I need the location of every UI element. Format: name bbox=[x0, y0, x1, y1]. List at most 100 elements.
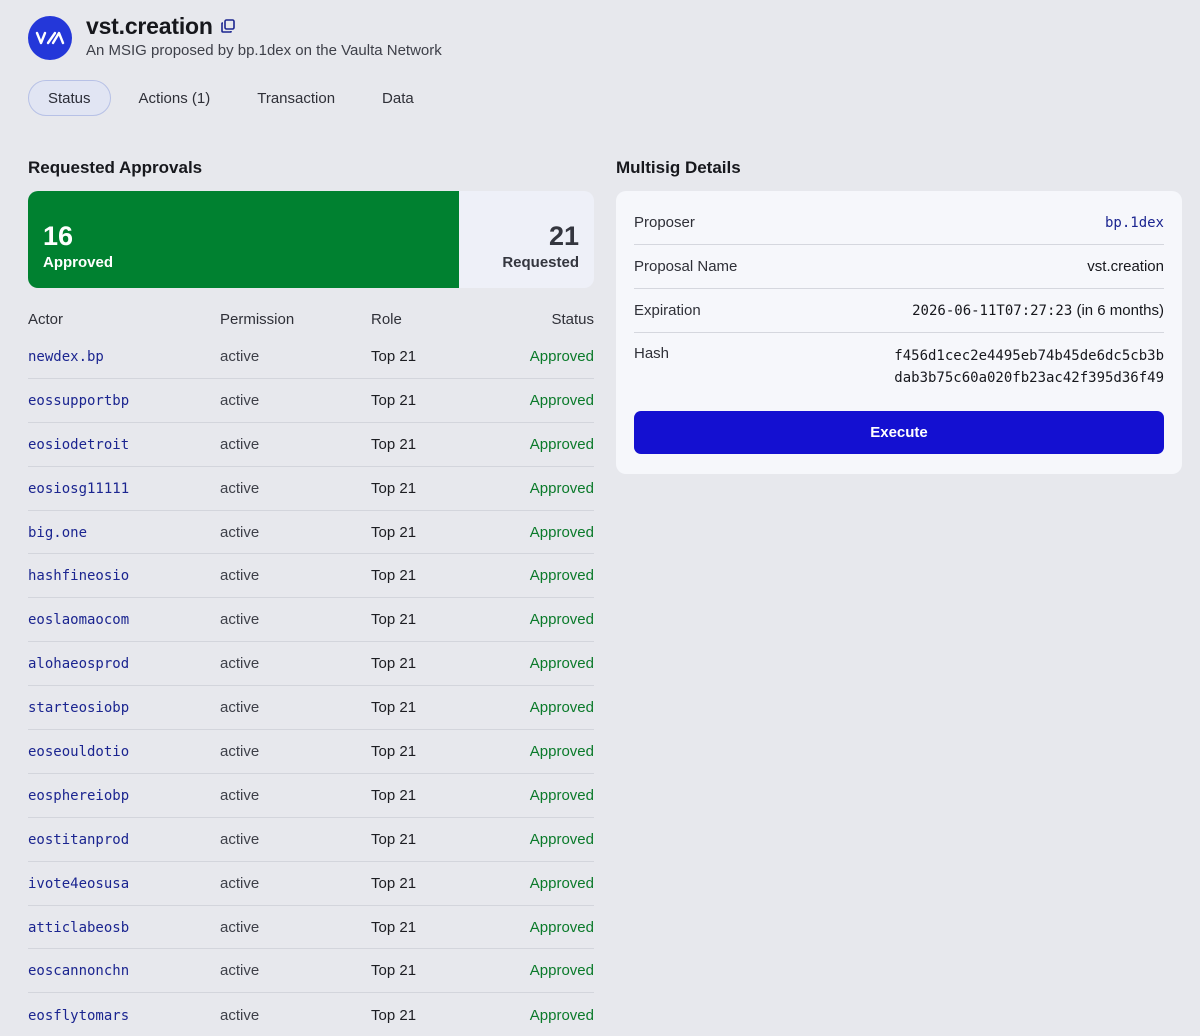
permission-cell-wrapper: active bbox=[220, 875, 371, 892]
proposer-link[interactable]: bp.1dex bbox=[1104, 214, 1164, 231]
role-cell-wrapper: Top 21 bbox=[371, 480, 471, 497]
permission-cell: active bbox=[220, 786, 260, 804]
column-header-role: Role bbox=[371, 310, 402, 328]
detail-row-proposal-name: Proposal Name vst.creation bbox=[634, 245, 1164, 289]
hash-value: f456d1cec2e4495eb74b45de6dc5cb3b dab3b75… bbox=[894, 345, 1164, 389]
actor-link[interactable]: eoslaomaocom bbox=[28, 612, 130, 629]
expiration-label: Expiration bbox=[634, 302, 701, 319]
status-cell: Approved bbox=[529, 962, 594, 980]
table-row: eoseouldotio active Top 21 Approved bbox=[28, 730, 594, 774]
requested-count: 21 bbox=[548, 221, 579, 251]
role-cell-wrapper: Top 21 bbox=[371, 699, 471, 716]
status-cell: Approved bbox=[529, 742, 594, 760]
actor-link[interactable]: ivote4eosusa bbox=[28, 875, 130, 892]
status-cell: Approved bbox=[529, 523, 594, 541]
role-cell-wrapper: Top 21 bbox=[371, 436, 471, 453]
actor-link[interactable]: eoseouldotio bbox=[28, 743, 130, 760]
role-cell: Top 21 bbox=[371, 962, 417, 980]
table-row: eosiodetroit active Top 21 Approved bbox=[28, 423, 594, 467]
role-cell: Top 21 bbox=[371, 611, 417, 629]
role-cell-wrapper: Top 21 bbox=[371, 875, 471, 892]
table-row: eosflytomars active Top 21 Approved bbox=[28, 993, 594, 1036]
actor-link[interactable]: atticlabeosb bbox=[28, 919, 130, 936]
permission-cell: active bbox=[220, 962, 260, 980]
role-cell-wrapper: Top 21 bbox=[371, 743, 471, 760]
permission-cell: active bbox=[220, 655, 260, 673]
actor-link[interactable]: starteosiobp bbox=[28, 700, 130, 717]
column-header-permission: Permission bbox=[220, 310, 295, 328]
actor-link[interactable]: eostitanprod bbox=[28, 831, 130, 848]
status-cell: Approved bbox=[529, 435, 594, 453]
expiration-relative: (in 6 months) bbox=[1076, 302, 1164, 319]
status-cell-wrapper: Approved bbox=[471, 1007, 594, 1024]
actor-link[interactable]: alohaeosprod bbox=[28, 656, 130, 673]
role-cell: Top 21 bbox=[371, 830, 417, 848]
role-cell-wrapper: Top 21 bbox=[371, 567, 471, 584]
actor-link-wrapper: ivote4eosusa bbox=[28, 875, 220, 892]
table-row: hashfineosio active Top 21 Approved bbox=[28, 554, 594, 599]
status-cell: Approved bbox=[529, 786, 594, 804]
actor-link[interactable]: hashfineosio bbox=[28, 568, 130, 585]
tab-actions[interactable]: Actions (1) bbox=[138, 89, 211, 107]
permission-cell: active bbox=[220, 699, 260, 717]
status-cell: Approved bbox=[529, 918, 594, 936]
table-row: ivote4eosusa active Top 21 Approved bbox=[28, 862, 594, 906]
actor-link-wrapper: newdex.bp bbox=[28, 348, 220, 365]
actor-link-wrapper: eoslaomaocom bbox=[28, 611, 220, 628]
title-block: vst.creation An MSIG proposed by bp.1dex… bbox=[86, 13, 442, 60]
tab-transaction[interactable]: Transaction bbox=[257, 89, 336, 107]
permission-cell-wrapper: active bbox=[220, 611, 371, 628]
status-cell-wrapper: Approved bbox=[471, 787, 594, 804]
role-cell: Top 21 bbox=[371, 523, 417, 541]
permission-cell: active bbox=[220, 742, 260, 760]
actor-link[interactable]: eosphereiobp bbox=[28, 787, 130, 804]
copy-icon[interactable] bbox=[220, 18, 237, 34]
permission-cell-wrapper: active bbox=[220, 919, 371, 936]
permission-cell: active bbox=[220, 523, 260, 541]
actor-link[interactable]: eoscannonchn bbox=[28, 963, 130, 980]
hash-line-2: dab3b75c60a020fb23ac42f395d36f49 bbox=[894, 370, 1164, 386]
role-cell-wrapper: Top 21 bbox=[371, 787, 471, 804]
table-row: eossupportbp active Top 21 Approved bbox=[28, 379, 594, 423]
status-cell-wrapper: Approved bbox=[471, 567, 594, 584]
actor-link[interactable]: eosflytomars bbox=[28, 1007, 130, 1024]
actor-link[interactable]: big.one bbox=[28, 524, 88, 541]
table-row: eosiosg11111 active Top 21 Approved bbox=[28, 467, 594, 511]
table-row: newdex.bp active Top 21 Approved bbox=[28, 335, 594, 379]
role-cell-wrapper: Top 21 bbox=[371, 1007, 471, 1024]
status-cell: Approved bbox=[529, 479, 594, 497]
actor-link[interactable]: eosiosg11111 bbox=[28, 480, 130, 497]
permission-cell: active bbox=[220, 435, 260, 453]
table-row: starteosiobp active Top 21 Approved bbox=[28, 686, 594, 731]
vaulta-logo-icon bbox=[35, 31, 65, 45]
status-cell: Approved bbox=[529, 611, 594, 629]
actor-link-wrapper: starteosiobp bbox=[28, 699, 220, 716]
permission-cell-wrapper: active bbox=[220, 831, 371, 848]
actor-link[interactable]: eossupportbp bbox=[28, 392, 130, 409]
permission-cell: active bbox=[220, 830, 260, 848]
role-cell: Top 21 bbox=[371, 567, 417, 585]
actor-link[interactable]: newdex.bp bbox=[28, 348, 104, 365]
permission-cell-wrapper: active bbox=[220, 655, 371, 672]
actor-link[interactable]: eosiodetroit bbox=[28, 436, 130, 453]
status-cell: Approved bbox=[529, 347, 594, 365]
role-cell: Top 21 bbox=[371, 742, 417, 760]
tab-status[interactable]: Status bbox=[28, 80, 111, 116]
status-cell-wrapper: Approved bbox=[471, 392, 594, 409]
status-cell-wrapper: Approved bbox=[471, 436, 594, 453]
actor-link-wrapper: eossupportbp bbox=[28, 392, 220, 409]
requested-block: 21 Requested bbox=[502, 221, 579, 271]
role-cell: Top 21 bbox=[371, 435, 417, 453]
permission-cell-wrapper: active bbox=[220, 348, 371, 365]
title-row: vst.creation bbox=[86, 13, 442, 39]
multisig-details-title: Multisig Details bbox=[616, 158, 741, 177]
execute-button[interactable]: Execute bbox=[634, 411, 1164, 454]
permission-cell-wrapper: active bbox=[220, 699, 371, 716]
permission-cell-wrapper: active bbox=[220, 1007, 371, 1024]
role-cell: Top 21 bbox=[371, 874, 417, 892]
status-cell-wrapper: Approved bbox=[471, 831, 594, 848]
approval-progress-bar: 16 Approved 21 Requested bbox=[28, 191, 594, 288]
tab-data[interactable]: Data bbox=[382, 89, 414, 107]
permission-cell-wrapper: active bbox=[220, 962, 371, 979]
approved-fill: 16 Approved bbox=[28, 191, 460, 288]
